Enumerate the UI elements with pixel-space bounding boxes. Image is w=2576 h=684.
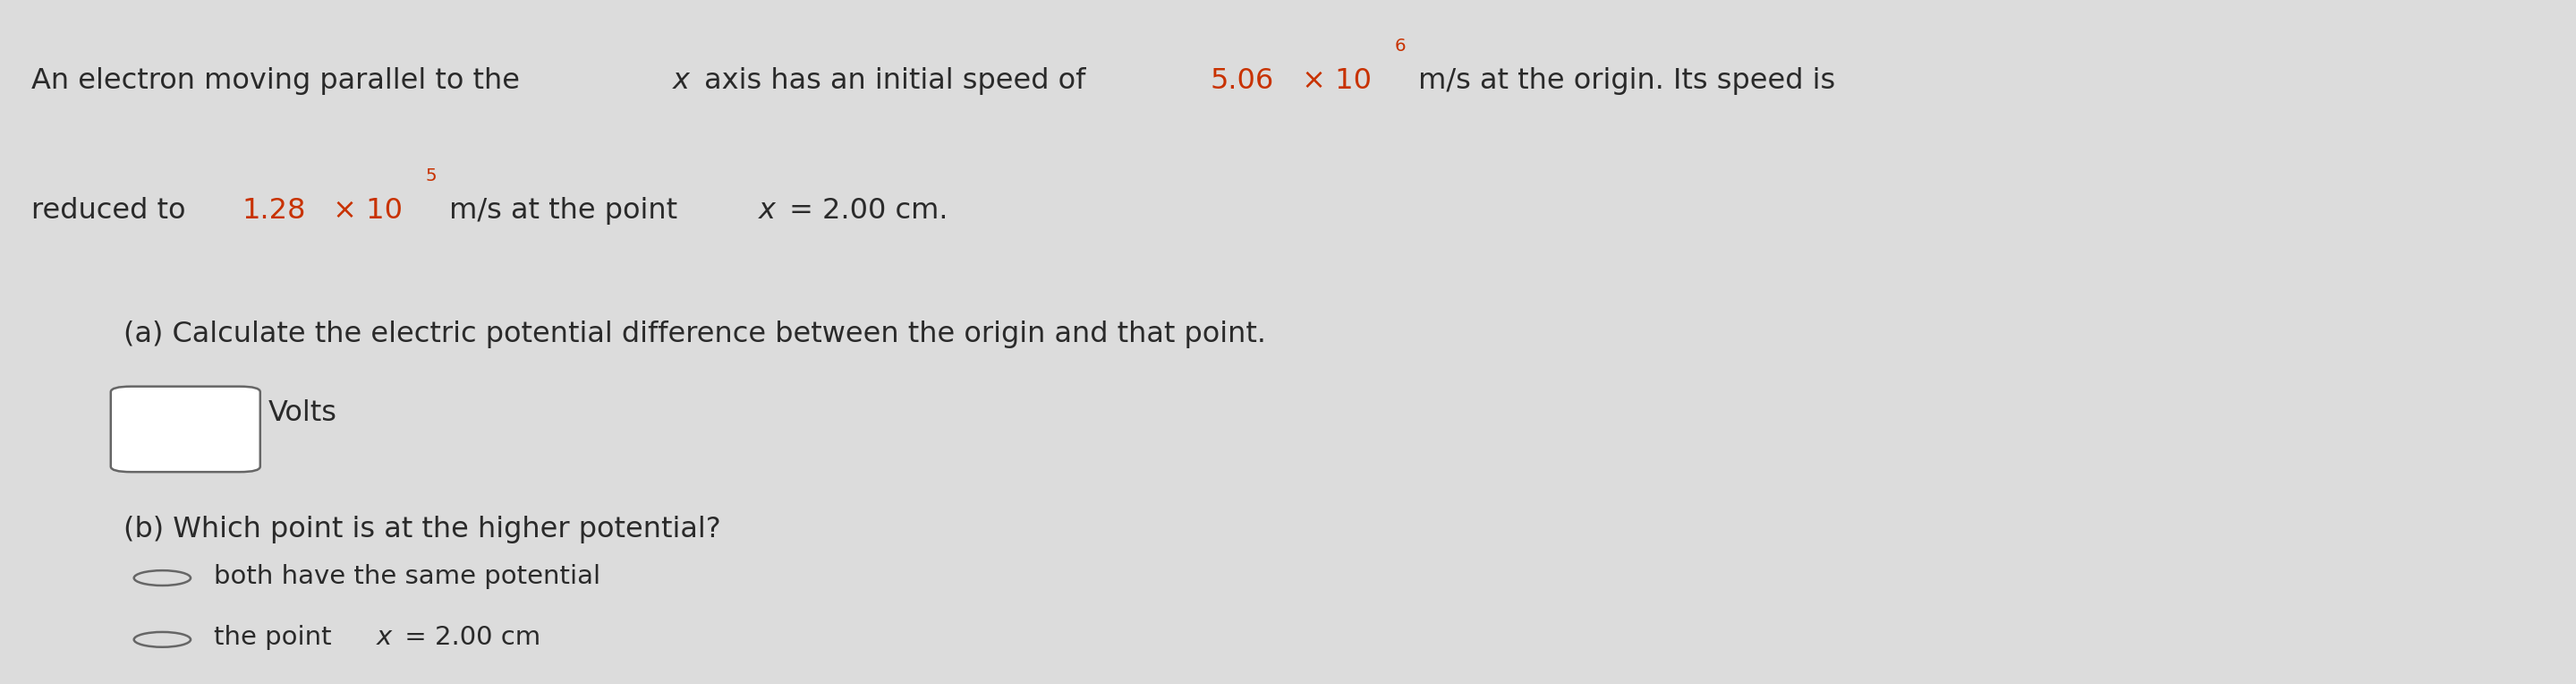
Text: 1.28: 1.28 <box>242 198 307 225</box>
Text: = 2.00 cm: = 2.00 cm <box>397 625 541 650</box>
Text: m/s at the origin. Its speed is: m/s at the origin. Its speed is <box>1409 68 1834 95</box>
Text: x: x <box>757 198 775 225</box>
Text: (a) Calculate the electric potential difference between the origin and that poin: (a) Calculate the electric potential dif… <box>124 321 1267 348</box>
Text: 6: 6 <box>1394 38 1406 55</box>
FancyBboxPatch shape <box>111 386 260 472</box>
Text: reduced to: reduced to <box>31 198 193 225</box>
Text: the point: the point <box>214 625 340 650</box>
Text: 5: 5 <box>425 168 438 185</box>
Text: (b) Which point is at the higher potential?: (b) Which point is at the higher potenti… <box>124 516 721 543</box>
Text: axis has an initial speed of: axis has an initial speed of <box>696 68 1095 95</box>
Text: × 10: × 10 <box>1293 68 1370 95</box>
Text: = 2.00 cm.: = 2.00 cm. <box>781 198 948 225</box>
Text: x: x <box>376 625 392 650</box>
Text: x: x <box>672 68 690 95</box>
Text: Volts: Volts <box>268 399 337 427</box>
Text: both have the same potential: both have the same potential <box>214 564 600 589</box>
Text: m/s at the point: m/s at the point <box>440 198 688 225</box>
Text: × 10: × 10 <box>325 198 402 225</box>
Text: An electron moving parallel to the: An electron moving parallel to the <box>31 68 528 95</box>
Text: 5.06: 5.06 <box>1211 68 1275 95</box>
